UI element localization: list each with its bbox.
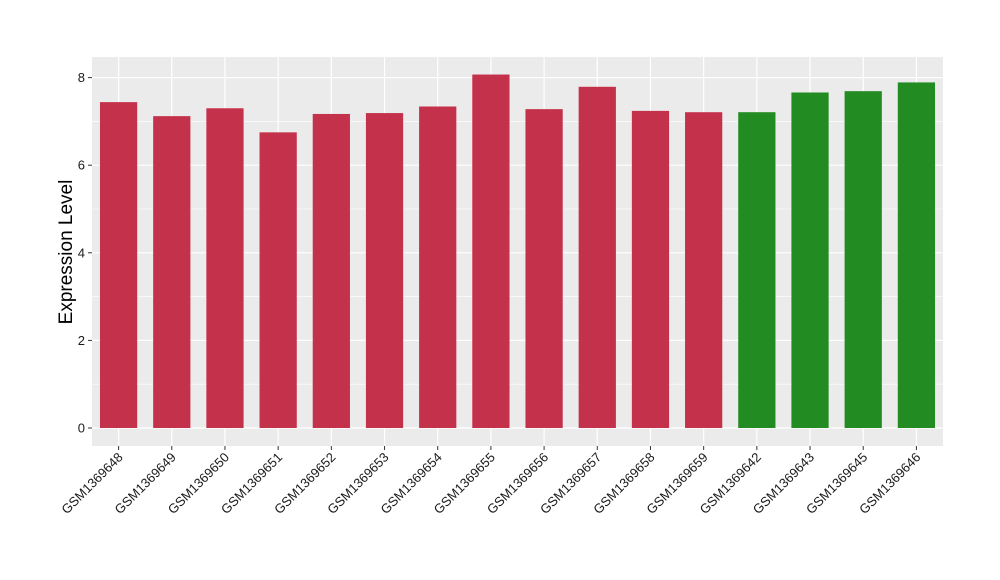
bar-GSM1369653	[365, 113, 404, 428]
bar-GSM1369649	[153, 116, 191, 429]
y-axis: 0 2 4 6 8	[78, 70, 92, 436]
x-axis: GSM1369648GSM1369649GSM1369650GSM1369651…	[58, 446, 924, 517]
bars	[99, 74, 936, 429]
y-axis-title: Expression Level	[56, 180, 77, 325]
y-tick-label: 6	[78, 158, 85, 173]
y-tick-label: 0	[78, 421, 85, 436]
bar-GSM1369646	[897, 82, 936, 428]
y-tick-label: 2	[78, 333, 85, 348]
bar-GSM1369657	[578, 86, 616, 428]
bar-GSM1369645	[844, 91, 882, 428]
bar-GSM1369650	[206, 108, 244, 428]
y-tick-label: 4	[78, 245, 85, 260]
bar-GSM1369658	[631, 110, 670, 428]
bar-GSM1369643	[791, 92, 829, 428]
bar-GSM1369651	[259, 132, 297, 428]
bar-GSM1369652	[312, 113, 350, 428]
bar-GSM1369659	[685, 112, 723, 429]
bar-GSM1369655	[472, 74, 510, 428]
bar-GSM1369642	[738, 112, 776, 429]
y-tick-label: 8	[78, 70, 85, 85]
bar-GSM1369654	[419, 106, 457, 429]
bar-GSM1369656	[525, 109, 563, 429]
bar-GSM1369648	[99, 102, 138, 429]
